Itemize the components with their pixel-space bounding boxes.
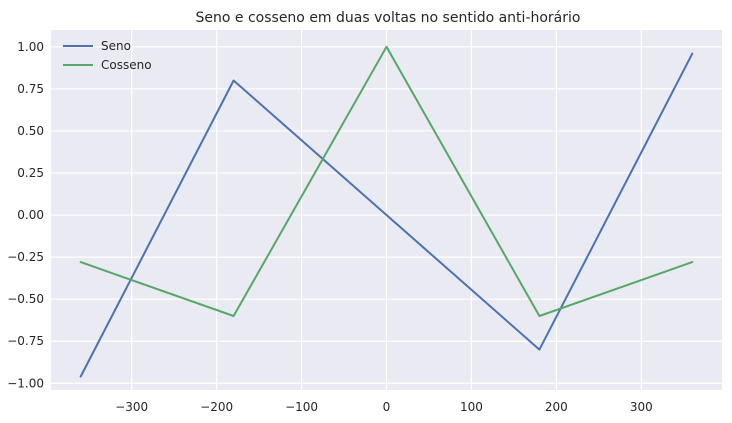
y-tick-label: −0.75 xyxy=(7,334,44,348)
series-line-cosseno xyxy=(79,45,694,317)
y-tick-label: 0.25 xyxy=(17,166,44,180)
y-tick-label: 0.50 xyxy=(17,124,44,138)
y-axis: −1.00 −0.75 −0.50 −0.25 0.00 0.25 0.50 0.75 1.00 xyxy=(7,40,44,390)
y-tick-label: 1.00 xyxy=(17,40,44,54)
x-tick-label: 0 xyxy=(383,400,391,414)
x-tick-label: 100 xyxy=(460,400,483,414)
legend-label: Cosseno xyxy=(101,58,152,72)
x-axis: −300 −200 −100 0 100 200 300 xyxy=(115,400,653,414)
legend-label: Seno xyxy=(101,39,131,53)
series-line-seno xyxy=(79,52,694,378)
y-tick-label: −1.00 xyxy=(7,376,44,390)
x-tick-label: 200 xyxy=(545,400,568,414)
y-tick-label: 0.00 xyxy=(17,208,44,222)
x-tick-label: −200 xyxy=(200,400,233,414)
grid xyxy=(51,30,722,390)
x-tick-label: 300 xyxy=(630,400,653,414)
y-tick-label: −0.25 xyxy=(7,250,44,264)
chart-title: Seno e cosseno em duas voltas no sentido… xyxy=(196,10,581,26)
series-layer xyxy=(79,45,694,378)
x-tick-label: −100 xyxy=(285,400,318,414)
legend: Seno Cosseno xyxy=(63,39,152,72)
y-tick-label: −0.50 xyxy=(7,292,44,306)
y-tick-label: 0.75 xyxy=(17,82,44,96)
x-tick-label: −300 xyxy=(115,400,148,414)
